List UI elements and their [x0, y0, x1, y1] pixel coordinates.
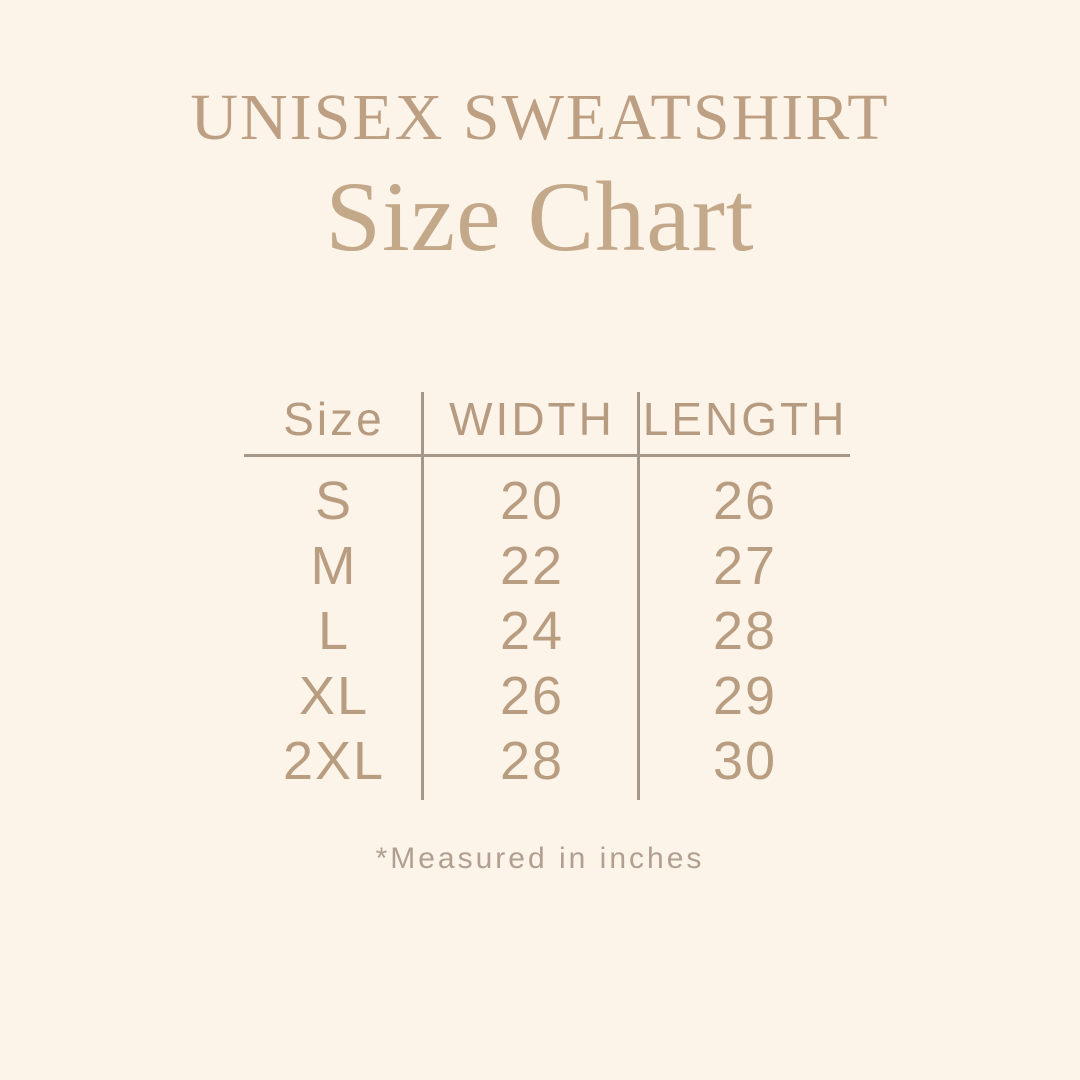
column-header-size: Size — [283, 393, 385, 445]
width-cell: 20 — [499, 470, 565, 531]
width-cell: 24 — [499, 600, 565, 661]
footnote: *Measured in inches — [375, 842, 705, 875]
page-title: Size Chart — [325, 161, 755, 272]
size-table-body: S 20 26 M 22 27 L 24 28 XL 26 29 2XL 28 30 — [244, 454, 850, 793]
column-divider-line-1 — [421, 392, 424, 800]
column-header-width: WIDTH — [449, 393, 615, 445]
size-cell: M — [310, 535, 358, 596]
length-cell: 27 — [712, 535, 778, 596]
size-table: Size WIDTH LENGTH S 20 26 M 22 27 L 24 28 XL 26 29 2… — [244, 392, 850, 800]
size-cell: XL — [298, 665, 370, 726]
size-cell: S — [314, 470, 354, 531]
table-row: L 24 28 — [244, 598, 850, 663]
table-row: 2XL 28 30 — [244, 728, 850, 793]
width-cell: 22 — [499, 535, 565, 596]
size-cell: 2XL — [282, 730, 386, 791]
header-divider-line — [244, 454, 850, 457]
column-divider-line-2 — [637, 392, 640, 800]
length-cell: 26 — [712, 470, 778, 531]
size-cell: L — [317, 600, 351, 661]
length-cell: 28 — [712, 600, 778, 661]
table-row: M 22 27 — [244, 533, 850, 598]
width-cell: 28 — [499, 730, 565, 791]
table-row: XL 26 29 — [244, 663, 850, 728]
width-cell: 26 — [499, 665, 565, 726]
length-cell: 29 — [712, 665, 778, 726]
product-title: UNISEX SWEATSHIRT — [190, 81, 890, 154]
column-header-length: LENGTH — [642, 393, 848, 445]
length-cell: 30 — [712, 730, 778, 791]
table-header-row: Size WIDTH LENGTH — [244, 392, 850, 454]
table-row: S 20 26 — [244, 468, 850, 533]
